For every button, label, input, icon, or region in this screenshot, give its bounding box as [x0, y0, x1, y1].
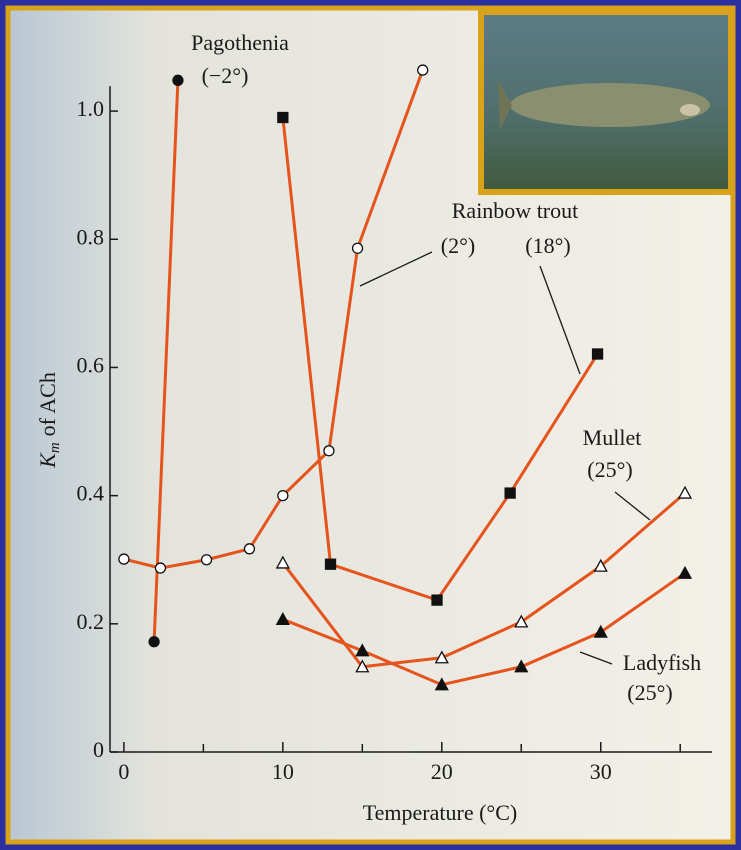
plot: 0 0.2 0.4 0.6 0.8 1.0 0 10 20 30 [77, 64, 712, 784]
y-tick-label: 0.6 [77, 353, 105, 378]
marker [593, 624, 608, 638]
marker [677, 485, 693, 499]
annotation: Pagothenia [191, 30, 289, 55]
annotation: (25°) [587, 457, 632, 482]
leader-line [614, 491, 651, 521]
fish-tail [498, 80, 512, 130]
marker [118, 553, 130, 565]
y-axis-label: Km of ACh [35, 372, 63, 469]
y-tick-label: 0.4 [77, 481, 105, 506]
annotation: Mullet [583, 425, 642, 450]
annotation: Ladyfish [623, 650, 701, 675]
fish-body [510, 83, 710, 127]
marker [154, 562, 167, 574]
y-label-subscript: m [47, 442, 63, 453]
marker [434, 677, 449, 691]
series-line [123, 69, 425, 570]
leader-line [579, 651, 613, 665]
y-label-text: of ACh [35, 372, 60, 436]
marker [148, 636, 160, 648]
marker [417, 64, 429, 76]
annotation: (25°) [627, 680, 672, 705]
series-line [282, 571, 686, 687]
fish-head [680, 104, 700, 116]
annotation: (18°) [525, 233, 570, 258]
y-tick-label: 0.8 [77, 224, 105, 249]
annotation: Rainbow trout [452, 198, 579, 223]
marker [200, 554, 213, 566]
marker [355, 659, 370, 673]
y-tick-label: 0 [93, 737, 104, 762]
y-tick-label: 1.0 [77, 96, 105, 121]
marker [504, 487, 516, 499]
marker [275, 555, 290, 569]
marker [172, 74, 184, 86]
x-tick-label: 30 [590, 759, 612, 784]
x-tick-label: 0 [118, 759, 129, 784]
marker [277, 489, 289, 502]
x-axis-label: Temperature (°C) [363, 800, 517, 825]
marker [277, 111, 289, 124]
series-line [281, 491, 686, 669]
leader-line [359, 251, 433, 287]
marker [243, 543, 256, 555]
series-line [152, 80, 180, 642]
leader-line [539, 265, 581, 375]
marker [593, 558, 608, 572]
marker [324, 558, 337, 570]
marker [514, 659, 529, 673]
marker [351, 242, 364, 254]
marker [434, 650, 449, 664]
marker [355, 643, 370, 657]
y-tick-label: 0.2 [77, 609, 105, 634]
marker [677, 565, 693, 579]
marker [591, 348, 604, 360]
x-tick-label: 10 [272, 759, 294, 784]
annotation: (2°) [441, 233, 475, 258]
marker [431, 594, 443, 606]
y-label-symbol: K [35, 452, 60, 469]
x-tick-label: 20 [431, 759, 453, 784]
marker [514, 614, 529, 628]
photo [478, 9, 734, 195]
annotation: (−2°) [202, 63, 249, 88]
marker [323, 445, 335, 457]
leader-lines [359, 251, 651, 665]
marker [275, 611, 290, 625]
